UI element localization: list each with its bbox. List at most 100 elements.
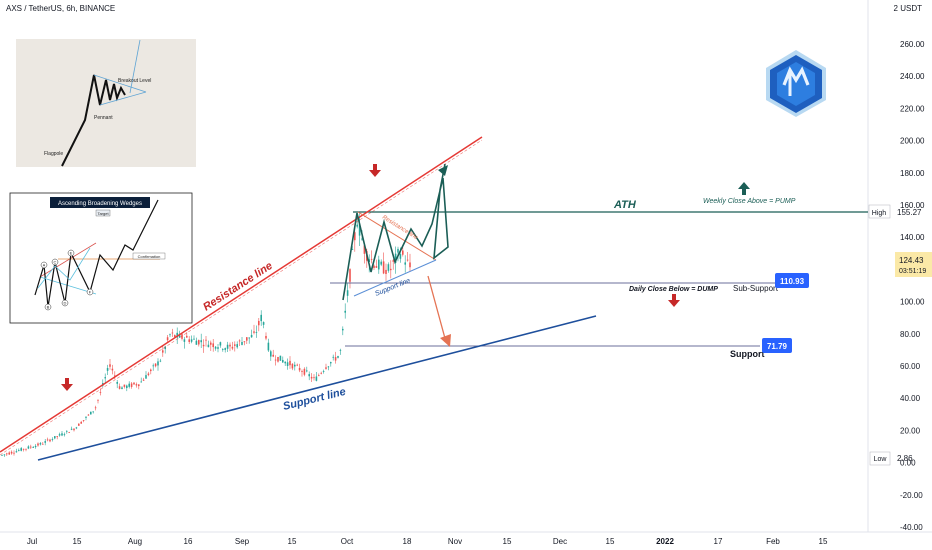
candle-body xyxy=(176,332,178,338)
candle-body xyxy=(39,443,42,445)
small-support-line[interactable] xyxy=(353,259,437,297)
candle-body xyxy=(344,310,346,313)
down-arrow-icon xyxy=(61,378,73,391)
wedge-point-marker xyxy=(40,261,48,269)
candle-body xyxy=(243,341,246,343)
candle-body xyxy=(392,260,394,262)
candle-body xyxy=(32,447,34,449)
ath-label: ATH xyxy=(613,199,637,211)
last-price-tag xyxy=(895,252,932,277)
price-tick: 20.00 xyxy=(900,426,921,435)
candle-body xyxy=(409,262,411,268)
candle-body xyxy=(310,376,313,379)
candle-body xyxy=(294,364,296,367)
down-arrow-icon xyxy=(369,164,381,177)
candle-body xyxy=(382,261,385,274)
wedge-point-marker xyxy=(86,288,94,296)
price-candles xyxy=(1,213,411,457)
wedge-point-label: B xyxy=(47,305,50,310)
candle-body xyxy=(390,268,392,271)
candle-body xyxy=(128,383,130,387)
candle-body xyxy=(92,411,94,413)
price-tick: 80.00 xyxy=(900,330,921,339)
time-axis[interactable]: Jul 15 Aug 16 Sep 15 Oct 18 Nov 15 Dec 15 2022 17 Feb 1… xyxy=(27,537,828,546)
time-tick: 15 xyxy=(73,537,82,546)
candle-body xyxy=(190,339,193,342)
candle-body xyxy=(15,451,18,453)
support-value: 71.79 xyxy=(767,342,788,351)
candle-body xyxy=(90,411,92,415)
candle-body xyxy=(178,333,181,338)
candle-body xyxy=(279,355,282,361)
candle-body xyxy=(104,377,106,379)
candle-body xyxy=(164,346,166,350)
candle-body xyxy=(186,335,188,338)
candle-body xyxy=(246,337,248,341)
support-text: Support xyxy=(730,349,765,359)
candle-body xyxy=(301,371,303,372)
candle-body xyxy=(306,370,308,372)
candle-body xyxy=(322,371,325,372)
price-axis[interactable]: 260.00 240.00 220.00 200.00 180.00 160.00 140.… xyxy=(900,40,925,532)
candle-body xyxy=(82,420,85,421)
support-trendline[interactable] xyxy=(37,315,597,461)
time-tick: Oct xyxy=(341,537,354,546)
candle-body xyxy=(66,430,68,432)
candle-body xyxy=(354,232,356,241)
candle-body xyxy=(262,322,265,325)
wedge-point-marker xyxy=(61,299,69,307)
wedge-point-label: E xyxy=(70,251,73,256)
time-tick: Sep xyxy=(235,537,250,546)
candle-body xyxy=(121,387,123,390)
support-tag[interactable] xyxy=(762,338,792,353)
candle-body xyxy=(68,432,70,433)
candle-body xyxy=(150,369,152,372)
candle-body xyxy=(123,384,126,387)
price-tick: 240.00 xyxy=(900,72,925,81)
candle-body xyxy=(162,350,164,353)
wedge-point-marker xyxy=(67,249,75,257)
dump-path[interactable] xyxy=(427,275,447,343)
candle-body xyxy=(30,446,32,448)
unit-label: 2 USDT xyxy=(893,4,922,13)
candle-body xyxy=(277,356,279,362)
candle-body xyxy=(298,367,301,371)
candle-body xyxy=(399,254,402,259)
candle-body xyxy=(387,264,390,271)
symbol-header[interactable]: AXS / TetherUS, 6h, BINANCE xyxy=(6,4,116,13)
candle-body xyxy=(349,269,351,282)
candle-body xyxy=(10,451,13,454)
candle-body xyxy=(370,258,373,260)
logo-icon xyxy=(766,50,826,117)
candle-body xyxy=(200,340,202,343)
candle-body xyxy=(330,362,332,364)
subsupport-tag[interactable] xyxy=(775,273,809,288)
candle-body xyxy=(346,290,349,296)
candle-body xyxy=(152,365,154,367)
candle-body xyxy=(222,349,224,350)
down-arrow-icon xyxy=(668,294,680,307)
candle-body xyxy=(217,347,219,349)
small-resistance-line[interactable] xyxy=(357,211,437,261)
candle-body xyxy=(210,342,212,345)
low-value: 2.86 xyxy=(897,454,913,463)
price-tick: 260.00 xyxy=(900,40,925,49)
price-tick: 140.00 xyxy=(900,233,925,242)
candle-body xyxy=(25,448,27,450)
candle-body xyxy=(229,344,231,347)
candle-body xyxy=(183,339,186,342)
resistance-trendline[interactable] xyxy=(0,136,483,453)
time-tick: Dec xyxy=(553,537,567,546)
candle-body xyxy=(394,253,397,263)
candle-body xyxy=(406,259,409,261)
candle-body xyxy=(106,368,109,371)
candle-body xyxy=(87,414,90,416)
projection-path[interactable] xyxy=(342,163,449,301)
candle-body xyxy=(363,245,366,254)
candle-body xyxy=(250,334,253,338)
time-tick: Feb xyxy=(766,537,780,546)
high-value: 155.27 xyxy=(897,208,922,217)
candle-body xyxy=(267,342,270,351)
candle-body xyxy=(8,452,10,455)
